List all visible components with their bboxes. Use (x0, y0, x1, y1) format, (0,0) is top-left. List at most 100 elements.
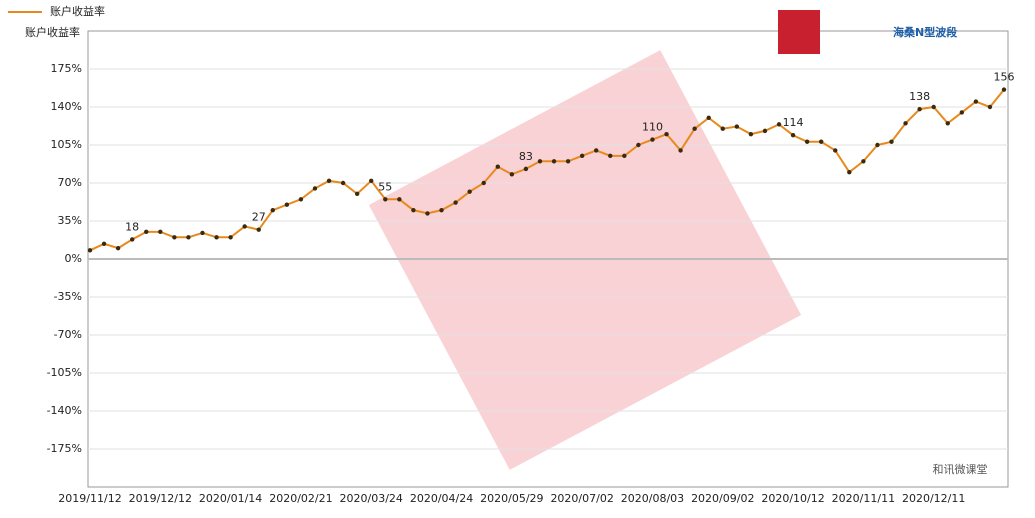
y-tick-label: 140% (51, 100, 82, 113)
data-point (467, 189, 472, 194)
data-point (903, 121, 908, 126)
data-point (256, 227, 261, 232)
data-point (298, 197, 304, 202)
y-tick-label: 70% (58, 176, 82, 189)
x-tick-label: 2020/10/12 (761, 492, 824, 505)
data-point (875, 142, 880, 148)
y-tick-label: -35% (54, 290, 82, 303)
data-point (495, 164, 500, 169)
data-point (706, 115, 711, 121)
data-point (748, 131, 754, 137)
data-point (959, 110, 965, 115)
data-point (734, 124, 740, 129)
logo: 海桑N型波段 (893, 25, 957, 39)
data-label: 138 (909, 90, 930, 103)
data-point (664, 131, 669, 137)
data-label: 55 (378, 180, 392, 193)
x-tick-label: 2020/12/11 (902, 492, 965, 505)
data-point (720, 126, 725, 131)
data-point (425, 211, 430, 216)
data-point (214, 235, 219, 240)
data-point (354, 191, 360, 197)
data-point (509, 172, 515, 177)
data-point (326, 178, 332, 184)
data-point (776, 122, 782, 127)
y-tick-label: -70% (54, 328, 82, 341)
x-tick-label: 2020/04/24 (410, 492, 473, 505)
x-tick-label: 2019/12/12 (129, 492, 192, 505)
data-point (847, 169, 852, 175)
data-point (312, 186, 318, 191)
data-point (369, 178, 374, 184)
logo: 和讯微课堂 (933, 462, 988, 476)
data-point (129, 237, 135, 242)
data-point (804, 139, 810, 144)
data-point (87, 248, 93, 253)
x-tick-label: 2020/08/03 (621, 492, 684, 505)
data-point (973, 99, 979, 104)
x-tick-label: 2020/02/21 (269, 492, 332, 505)
data-point (692, 126, 697, 131)
data-point (945, 121, 950, 126)
data-point (594, 148, 599, 153)
series-line (89, 88, 1005, 252)
data-point (678, 148, 683, 153)
y-tick-label: 175% (51, 62, 82, 75)
data-point (242, 224, 247, 229)
data-label: 110 (642, 121, 663, 134)
y-axis-title: 账户收益率 (25, 25, 80, 39)
data-point (987, 104, 993, 110)
x-tick-label: 2019/11/12 (58, 492, 121, 505)
data-point (889, 139, 894, 144)
data-label: 18 (125, 220, 139, 233)
data-point (762, 128, 768, 134)
y-tick-label: -105% (47, 366, 82, 379)
y-tick-label: 105% (51, 138, 82, 151)
data-point (411, 207, 416, 213)
data-label: 114 (783, 116, 804, 129)
data-point (790, 133, 796, 138)
data-point (284, 202, 290, 207)
x-tick-label: 2020/01/14 (199, 492, 262, 505)
data-point (397, 197, 402, 202)
data-point (158, 229, 163, 235)
data-point (383, 197, 388, 202)
data-point (453, 200, 458, 205)
data-point (917, 106, 922, 112)
data-point (270, 207, 275, 213)
x-tick-label: 2020/09/02 (691, 492, 754, 505)
y-tick-label: 35% (58, 214, 82, 227)
data-label: 83 (519, 150, 533, 163)
data-point (523, 166, 529, 172)
data-point (636, 142, 641, 148)
legend-label: 账户收益率 (50, 4, 105, 18)
data-point (439, 207, 444, 213)
data-label: 156 (994, 71, 1015, 84)
logo-box (778, 10, 820, 54)
x-tick-label: 2020/11/11 (832, 492, 895, 505)
data-point (101, 241, 107, 246)
data-point (537, 159, 543, 164)
data-point (144, 229, 149, 235)
y-tick-label: -175% (47, 442, 82, 455)
data-point (228, 235, 233, 240)
data-point (115, 245, 121, 251)
data-point (565, 159, 571, 164)
data-point (833, 148, 838, 153)
data-point (931, 104, 936, 110)
data-point (579, 153, 585, 159)
data-point (819, 139, 824, 144)
x-tick-label: 2020/07/02 (550, 492, 613, 505)
y-tick-label: 0% (65, 252, 82, 265)
y-tick-label: -140% (47, 404, 82, 417)
data-point (650, 137, 655, 142)
data-point (622, 153, 627, 159)
data-label: 27 (252, 211, 266, 224)
data-point (340, 180, 346, 186)
data-point (608, 153, 613, 159)
x-tick-label: 2020/05/29 (480, 492, 543, 505)
data-point (1001, 87, 1007, 92)
x-tick-label: 2020/03/24 (340, 492, 403, 505)
data-point (481, 180, 486, 186)
